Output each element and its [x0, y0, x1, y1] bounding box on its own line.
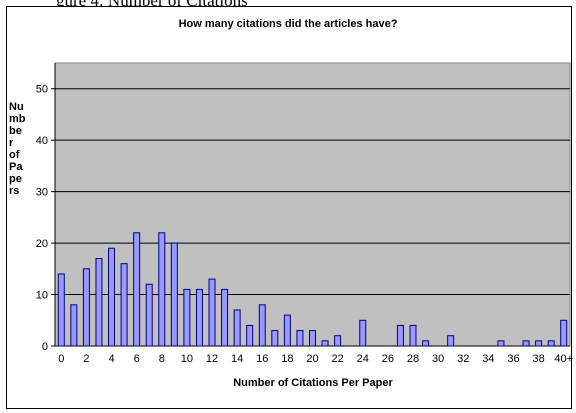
bar-18 — [283, 314, 291, 347]
x-tick-label: 14 — [231, 353, 243, 365]
bar-35 — [497, 340, 505, 347]
caption-fragment: gure 4: Number of Citations — [56, 0, 248, 10]
y-tick-label: 10 — [36, 290, 48, 302]
x-tick-label: 26 — [382, 353, 394, 365]
bar-16 — [258, 304, 266, 347]
y-tick-label: 20 — [36, 238, 48, 250]
bar-27 — [396, 324, 404, 347]
bar-20 — [309, 330, 316, 347]
bar-6 — [133, 232, 141, 347]
x-tick-label: 34 — [482, 353, 494, 365]
bar-38 — [535, 340, 543, 347]
bar-29 — [422, 340, 430, 347]
bar-1 — [70, 304, 78, 347]
bar-13 — [221, 288, 229, 347]
bar-40+ — [560, 319, 568, 347]
bar-28 — [409, 324, 417, 347]
bar-9 — [170, 242, 178, 347]
bar-4 — [108, 247, 116, 347]
y-axis-label: Nu mb be r of Pa pe rs — [9, 101, 26, 197]
x-tick-label: 36 — [507, 353, 519, 365]
x-tick-label: 8 — [159, 353, 165, 365]
bar-10 — [183, 288, 191, 347]
bar-15 — [246, 324, 254, 347]
x-tick-label: 18 — [281, 353, 293, 365]
bar-39 — [547, 340, 555, 347]
x-tick-label: 32 — [457, 353, 469, 365]
bar-12 — [208, 278, 216, 347]
y-tick-label: 30 — [36, 187, 48, 199]
y-tick-label: 40 — [36, 135, 48, 147]
chart-title: How many citations did the articles have… — [178, 18, 398, 30]
bar-24 — [359, 319, 367, 347]
x-tick-label: 30 — [432, 353, 444, 365]
x-tick-label: 22 — [331, 353, 343, 365]
x-tick-label: 20 — [306, 353, 318, 365]
bar-2 — [82, 268, 90, 347]
y-tick-label: 0 — [42, 341, 48, 353]
x-tick-label: 6 — [134, 353, 140, 365]
plot-area — [54, 62, 571, 347]
x-tick-label: 38 — [532, 353, 544, 365]
bar-31 — [447, 335, 455, 347]
x-tick-label: 16 — [256, 353, 268, 365]
x-tick-label: 0 — [58, 353, 64, 365]
x-tick-label: 12 — [206, 353, 218, 365]
x-tick-label: 10 — [181, 353, 193, 365]
bar-8 — [158, 232, 166, 347]
bar-19 — [296, 330, 304, 347]
bar-21 — [321, 340, 329, 347]
bar-17 — [271, 330, 279, 347]
bar-14 — [233, 309, 241, 347]
x-tick-label: 28 — [407, 353, 419, 365]
x-tick-label: 4 — [108, 353, 114, 365]
bar-5 — [120, 263, 128, 347]
bar-7 — [145, 283, 153, 347]
x-tick-label: 40+ — [554, 353, 573, 365]
x-axis-label: Number of Citations Per Paper — [233, 377, 393, 389]
bar-22 — [334, 335, 342, 347]
y-tick-label: 50 — [36, 84, 48, 96]
x-tick-label: 2 — [83, 353, 89, 365]
bar-37 — [522, 340, 530, 347]
bar-11 — [195, 288, 203, 347]
bar-0 — [57, 273, 65, 347]
x-tick-label: 24 — [357, 353, 369, 365]
bar-3 — [95, 258, 103, 347]
